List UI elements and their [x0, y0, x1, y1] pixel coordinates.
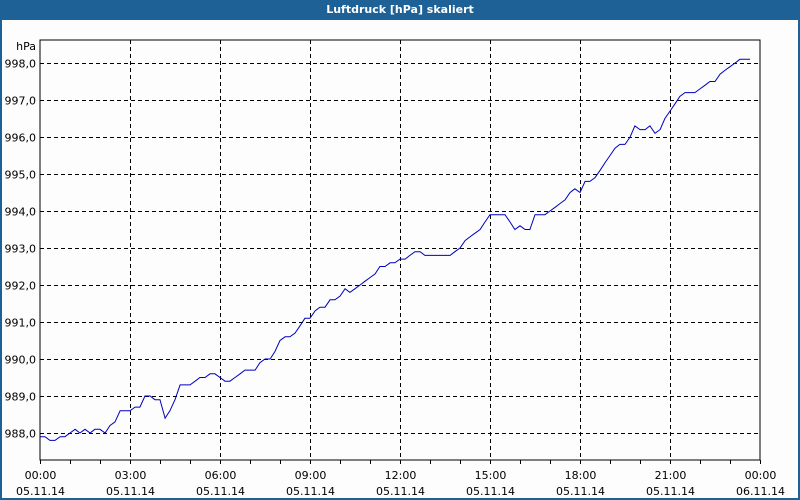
x-tick-time: 12:00 [385, 469, 417, 482]
y-tick-label: 995,0 [5, 169, 37, 182]
x-tick-time: 00:00 [745, 469, 777, 482]
grid-lines [40, 40, 760, 460]
y-tick-label: 989,0 [5, 391, 37, 404]
y-tick-label: 988,0 [5, 428, 37, 441]
y-tick-label: 991,0 [5, 317, 37, 330]
plot-border [39, 39, 761, 461]
y-axis-unit: hPa [16, 40, 36, 53]
x-tick-date: 05.11.14 [286, 485, 335, 498]
x-tick-time: 15:00 [475, 469, 507, 482]
x-tick-time: 21:00 [655, 469, 687, 482]
x-tick-time: 18:00 [565, 469, 597, 482]
y-tick-label: 998,0 [5, 58, 37, 71]
x-tick-time: 06:00 [205, 469, 237, 482]
x-tick-date: 05.11.14 [376, 485, 425, 498]
y-axis: 988,0 989,0 990,0 991,0 992,0 993,0 994,0 995,0… [5, 40, 37, 441]
x-tick-date: 05.11.14 [16, 485, 65, 498]
x-tick-time: 03:00 [115, 469, 147, 482]
pressure-line [40, 58, 751, 441]
x-tick-date: 05.11.14 [556, 485, 605, 498]
y-tick-label: 992,0 [5, 280, 37, 293]
y-tick-label: 997,0 [5, 95, 37, 108]
x-tick-date: 05.11.14 [106, 485, 155, 498]
y-tick-label: 996,0 [5, 132, 37, 145]
x-tick-date: 05.11.14 [646, 485, 695, 498]
x-tick-time: 00:00 [25, 469, 57, 482]
chart-title: Luftdruck [hPa] skaliert [0, 0, 800, 20]
x-axis: 00:00 05.11.14 03:00 05.11.14 06:00 05.11.14 0… [16, 460, 785, 498]
x-tick-time: 09:00 [295, 469, 327, 482]
y-tick-label: 993,0 [5, 243, 37, 256]
x-tick-date: 05.11.14 [466, 485, 515, 498]
x-tick-date: 05.11.14 [196, 485, 245, 498]
y-tick-label: 994,0 [5, 206, 37, 219]
x-tick-date: 06.11.14 [736, 485, 785, 498]
y-tick-label: 990,0 [5, 354, 37, 367]
